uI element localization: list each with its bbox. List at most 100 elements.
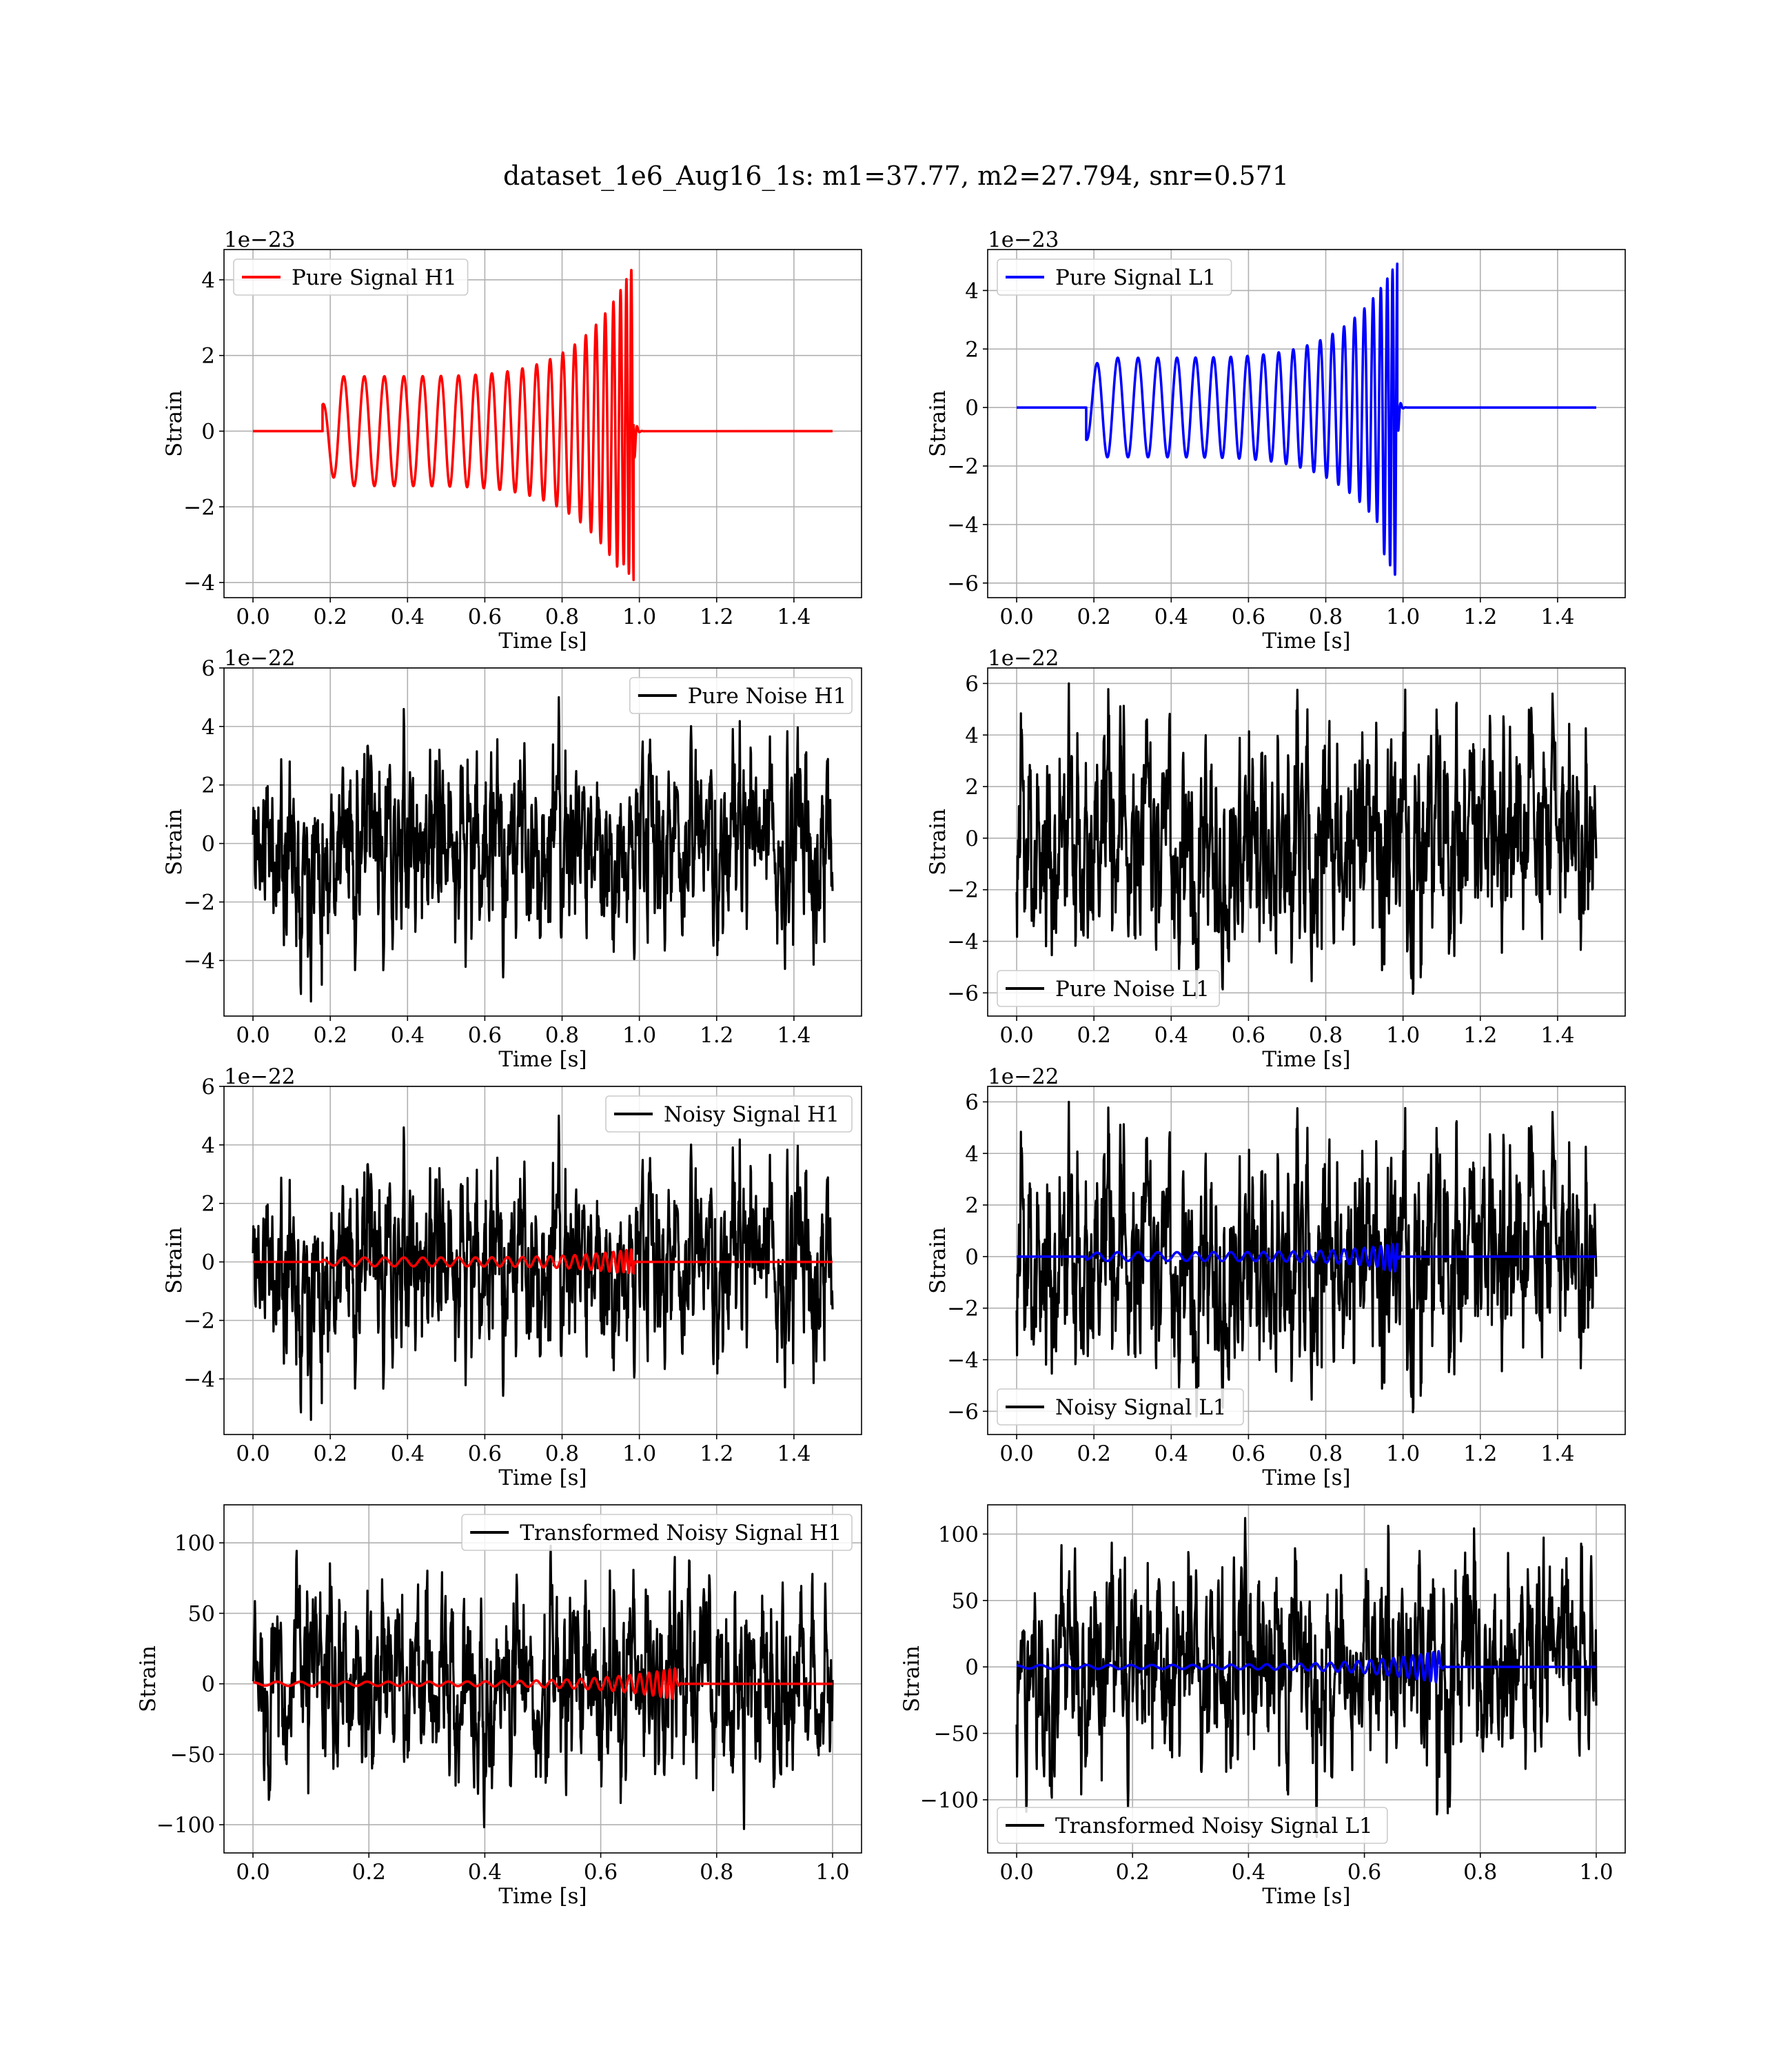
y-tick-label: 2 <box>965 775 979 800</box>
x-tick-label: 0.2 <box>314 1441 347 1466</box>
legend-box <box>997 970 1221 1007</box>
noise-series-line <box>252 696 834 1003</box>
legend-label: Pure Noise H1 <box>688 684 846 709</box>
signal-series-line <box>1017 1242 1596 1273</box>
x-tick-label: 1.0 <box>622 605 656 629</box>
x-axis-label: Time [s] <box>1262 1047 1350 1072</box>
x-tick-label: 0.2 <box>1116 1860 1150 1885</box>
plot-area <box>1015 682 1598 1000</box>
panel-pure-signal-h1: 0.0 0.2 0.4 0.6 0.8 1.0 1.2 1.4 −4 −2 0 2 4 Time [s] S… <box>162 227 862 653</box>
y-tick-label: 2 <box>201 344 215 369</box>
x-tick-label: 0.4 <box>1154 605 1188 629</box>
x-tick-label: 1.0 <box>1386 605 1420 629</box>
plot-area <box>1017 262 1596 576</box>
plot-area <box>252 1544 834 1830</box>
y-tick-label: 4 <box>201 1133 215 1158</box>
axes-frame <box>223 249 862 598</box>
legend-label: Noisy Signal L1 <box>1055 1395 1227 1420</box>
x-tick-label: 1.4 <box>1540 1023 1574 1048</box>
y-tick-label: −6 <box>947 981 979 1006</box>
x-tick-label: 0.0 <box>236 605 269 629</box>
x-tick-label: 1.0 <box>815 1860 849 1885</box>
y-offset-label: 1e−23 <box>224 227 296 252</box>
x-tick-label: 1.4 <box>777 1441 811 1466</box>
x-tick-label: 0.2 <box>1077 1023 1111 1048</box>
legend-box <box>997 1388 1244 1426</box>
y-tick-label: 6 <box>201 1075 215 1099</box>
x-tick-label: 0.6 <box>1232 1441 1265 1466</box>
y-axis-label: Strain <box>162 809 187 875</box>
x-axis-label: Time [s] <box>498 1884 587 1909</box>
legend-label: Pure Signal H1 <box>292 265 457 290</box>
x-tick-label: 1.2 <box>700 1441 733 1466</box>
panel-pure-signal-l1: 0.0 0.2 0.4 0.6 0.8 1.0 1.2 1.4 −6 −4 −2 0 2 4 Time [s… <box>926 227 1626 653</box>
x-tick-label: 1.0 <box>1579 1860 1613 1885</box>
legend: Noisy Signal H1 <box>605 1095 853 1133</box>
y-tick-label: 0 <box>201 419 215 444</box>
y-tick-label: 0 <box>201 832 215 857</box>
panel-pure-noise-l1: 0.0 0.2 0.4 0.6 0.8 1.0 1.2 1.4 −6 −4 −2 0 2 4 6 Time [… <box>926 646 1626 1072</box>
x-tick-label: 0.4 <box>468 1860 502 1885</box>
panel-transformed-noisy-signal-l1: 0.0 0.2 0.4 0.6 0.8 1.0 −100 −50 0 50 100 Time [s] S… <box>899 1504 1626 1909</box>
legend: Pure Signal H1 <box>233 258 469 296</box>
x-tick-label: 0.0 <box>236 1441 269 1466</box>
y-tick-label: 50 <box>952 1589 979 1614</box>
y-tick-label: −2 <box>183 890 215 915</box>
y-offset-label: 1e−23 <box>988 227 1059 252</box>
x-tick-label: 0.0 <box>236 1860 269 1885</box>
y-tick-label: −6 <box>947 1399 979 1424</box>
y-tick-label: 6 <box>965 1090 979 1115</box>
y-offset-label: 1e−22 <box>224 1064 296 1089</box>
y-offset-label: 1e−22 <box>988 1064 1059 1089</box>
y-tick-label: 0 <box>201 1250 215 1275</box>
x-tick-label: 0.2 <box>1077 605 1111 629</box>
y-tick-label: 0 <box>965 1655 979 1680</box>
y-tick-label: 0 <box>965 827 979 851</box>
y-tick-label: 6 <box>201 656 215 681</box>
x-tick-label: 0.2 <box>314 605 347 629</box>
x-tick-label: 0.0 <box>999 1860 1033 1885</box>
panel-pure-noise-h1: 0.0 0.2 0.4 0.6 0.8 1.0 1.2 1.4 −4 −2 0 2 4 6 Time [s]… <box>162 646 862 1072</box>
plot-area <box>1015 1100 1598 1418</box>
y-axis-label: Strain <box>136 1645 161 1712</box>
x-tick-label: 0.2 <box>352 1860 386 1885</box>
y-offset-label: 1e−22 <box>988 646 1059 671</box>
x-tick-label: 1.4 <box>1540 605 1574 629</box>
x-tick-label: 1.2 <box>700 1023 733 1048</box>
noise-series-line <box>1015 682 1598 1000</box>
x-tick-label: 0.0 <box>236 1023 269 1048</box>
x-tick-label: 1.4 <box>1540 1441 1574 1466</box>
axes-frame <box>987 1504 1626 1854</box>
x-tick-label: 1.2 <box>1463 605 1497 629</box>
x-tick-label: 0.6 <box>1232 605 1265 629</box>
x-axis-label: Time [s] <box>498 629 587 653</box>
x-tick-label: 1.0 <box>622 1441 656 1466</box>
x-tick-label: 0.8 <box>545 605 579 629</box>
y-tick-label: 2 <box>965 337 979 362</box>
axes-frame <box>223 1504 862 1854</box>
legend-box <box>997 258 1232 296</box>
x-axis-label: Time [s] <box>498 1047 587 1072</box>
y-tick-label: 4 <box>201 268 215 293</box>
x-tick-label: 0.8 <box>1309 1023 1343 1048</box>
legend: Pure Signal L1 <box>997 258 1232 296</box>
signal-series-line <box>253 268 833 582</box>
figure-title: dataset_1e6_Aug16_1s: m1=37.77, m2=27.79… <box>503 161 1289 192</box>
y-tick-label: 0 <box>965 396 979 420</box>
x-axis-label: Time [s] <box>1262 629 1350 653</box>
y-tick-label: −4 <box>183 1367 215 1392</box>
axes-frame <box>987 249 1626 598</box>
x-tick-label: 0.0 <box>999 1441 1033 1466</box>
y-tick-label: 2 <box>201 773 215 798</box>
y-tick-label: −100 <box>920 1788 979 1813</box>
x-tick-label: 0.2 <box>1077 1441 1111 1466</box>
y-axis-label: Strain <box>162 390 187 457</box>
y-tick-label: 0 <box>965 1245 979 1270</box>
signal-series-line <box>1017 262 1596 576</box>
plot-area <box>252 1114 834 1421</box>
panel-noisy-signal-l1: 0.0 0.2 0.4 0.6 0.8 1.0 1.2 1.4 −6 −4 −2 0 2 4 6 Time [… <box>926 1064 1626 1490</box>
y-tick-label: 4 <box>965 278 979 303</box>
y-tick-label: −4 <box>947 1348 979 1373</box>
x-tick-label: 0.4 <box>391 1441 425 1466</box>
